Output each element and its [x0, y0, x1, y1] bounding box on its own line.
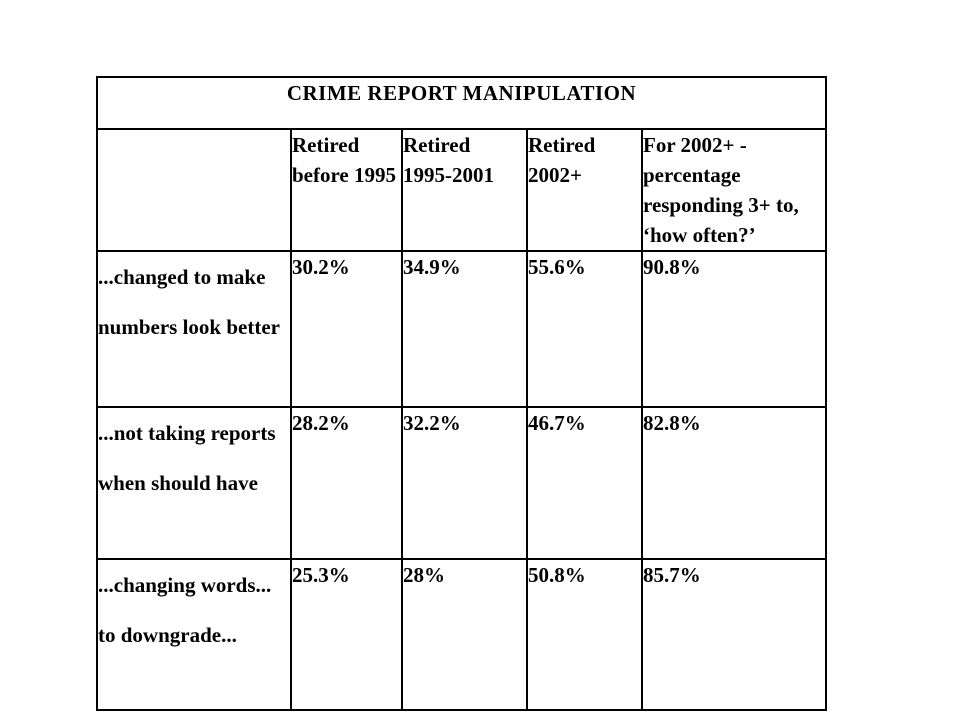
value-cell: 34.9%: [401, 250, 528, 408]
row-label-line: ...not taking reports: [98, 421, 276, 445]
value-cell: 46.7%: [526, 406, 643, 560]
header-row: Retired before 1995 Retired 1995-2001 Re…: [96, 128, 828, 252]
header-line: Retired: [292, 133, 360, 157]
header-line: Retired: [403, 133, 471, 157]
value-cell-highlighted: 82.8%: [640, 406, 828, 560]
crime-report-table: CRIME REPORT MANIPULATION Retired before…: [95, 76, 828, 711]
row-label-line: to downgrade...: [98, 623, 237, 647]
header-line: percentage: [643, 163, 741, 187]
value-cell: 32.2%: [401, 406, 528, 560]
header-retired-2002plus: Retired 2002+: [526, 128, 643, 252]
header-line: Retired: [528, 133, 596, 157]
title-row: CRIME REPORT MANIPULATION: [95, 76, 828, 130]
row-label-line: ...changed to make: [98, 265, 266, 289]
table-row-not-taking-reports: ...not taking reports when should have 2…: [96, 406, 828, 560]
row-label-line: when should have: [98, 471, 258, 495]
header-line: 1995-2001: [403, 163, 494, 187]
header-line: responding 3+ to,: [643, 193, 799, 217]
value-cell-highlighted: 90.8%: [640, 250, 828, 408]
value-cell: 28.2%: [290, 406, 403, 560]
header-line: 2002+: [528, 163, 582, 187]
table-row-changed-to-make: ...changed to make numbers look better 3…: [96, 250, 828, 408]
table-title: CRIME REPORT MANIPULATION: [95, 76, 828, 130]
header-line: ‘how often?’: [643, 223, 756, 247]
value-cell: 50.8%: [526, 558, 643, 711]
value-cell: 28%: [401, 558, 528, 711]
value-cell-highlighted: 85.7%: [640, 558, 828, 711]
header-retired-before-1995: Retired before 1995: [290, 128, 403, 252]
header-retired-1995-2001: Retired 1995-2001: [401, 128, 528, 252]
value-cell: 25.3%: [290, 558, 403, 711]
row-label-line: ...changing words...: [98, 573, 272, 597]
value-cell: 55.6%: [526, 250, 643, 408]
header-empty-cell: [96, 128, 292, 252]
row-label: ...not taking reports when should have: [96, 406, 292, 560]
header-line: before 1995: [292, 163, 397, 187]
row-label: ...changing words... to downgrade...: [96, 558, 292, 711]
header-2002plus-percentage: For 2002+ - percentage responding 3+ to,…: [640, 128, 828, 252]
row-label: ...changed to make numbers look better: [96, 250, 292, 408]
table-row-changing-words: ...changing words... to downgrade... 25.…: [96, 558, 828, 711]
row-label-line: numbers look better: [98, 315, 280, 339]
header-line: For 2002+ -: [643, 133, 747, 157]
value-cell: 30.2%: [290, 250, 403, 408]
